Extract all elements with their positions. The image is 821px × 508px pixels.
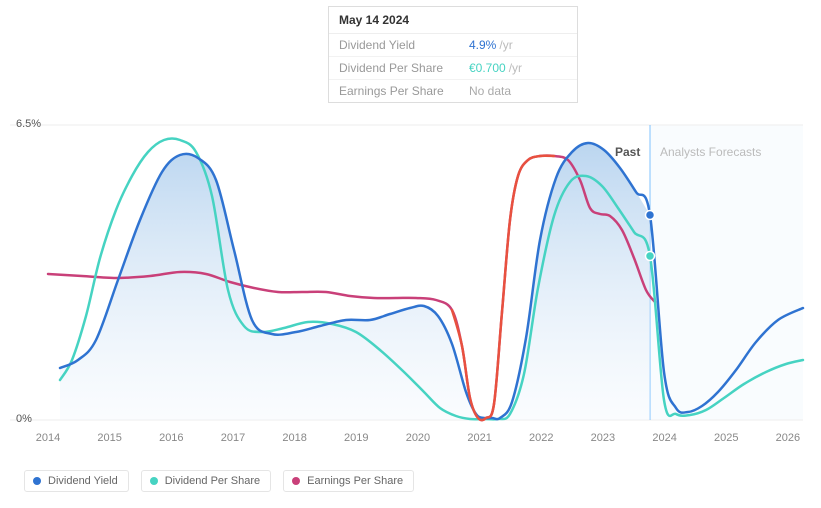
- chart-legend: Dividend Yield Dividend Per Share Earnings…: [24, 470, 414, 492]
- x-axis-tick: 2023: [591, 432, 615, 444]
- tooltip-metric-label: Dividend Per Share: [339, 61, 469, 75]
- x-axis-tick: 2020: [406, 432, 430, 444]
- tooltip-metric-value: No data: [469, 84, 511, 98]
- chart-tooltip: May 14 2024 Dividend Yield4.9%/yrDividen…: [328, 6, 578, 103]
- x-axis-tick: 2025: [714, 432, 738, 444]
- x-axis-tick: 2021: [467, 432, 491, 444]
- tooltip-row: Dividend Per Share€0.700/yr: [329, 57, 577, 80]
- x-axis-tick: 2026: [776, 432, 800, 444]
- legend-dot-icon: [292, 477, 300, 485]
- y-axis-tick: 0%: [16, 413, 32, 425]
- x-axis-tick: 2017: [221, 432, 245, 444]
- legend-label: Earnings Per Share: [307, 475, 403, 487]
- legend-item[interactable]: Earnings Per Share: [283, 470, 414, 492]
- legend-label: Dividend Yield: [48, 475, 118, 487]
- legend-item[interactable]: Dividend Yield: [24, 470, 129, 492]
- legend-dot-icon: [33, 477, 41, 485]
- tooltip-metric-value: 4.9%/yr: [469, 38, 513, 52]
- x-axis-tick: 2014: [36, 432, 60, 444]
- x-axis-tick: 2018: [282, 432, 306, 444]
- forecast-region-label: Analysts Forecasts: [660, 145, 761, 159]
- x-axis-tick: 2015: [97, 432, 121, 444]
- dividend-chart: May 14 2024 Dividend Yield4.9%/yrDividen…: [0, 0, 821, 508]
- x-axis-tick: 2016: [159, 432, 183, 444]
- legend-label: Dividend Per Share: [165, 475, 260, 487]
- legend-item[interactable]: Dividend Per Share: [141, 470, 271, 492]
- x-axis-tick: 2019: [344, 432, 368, 444]
- past-region-label: Past: [615, 145, 640, 159]
- tooltip-row: Dividend Yield4.9%/yr: [329, 34, 577, 57]
- tooltip-metric-value: €0.700/yr: [469, 61, 522, 75]
- tooltip-date: May 14 2024: [329, 7, 577, 34]
- tooltip-metric-label: Earnings Per Share: [339, 84, 469, 98]
- legend-dot-icon: [150, 477, 158, 485]
- y-axis-tick: 6.5%: [16, 118, 41, 130]
- tooltip-row: Earnings Per ShareNo data: [329, 80, 577, 102]
- x-axis-tick: 2024: [652, 432, 676, 444]
- x-axis-tick: 2022: [529, 432, 553, 444]
- tooltip-metric-label: Dividend Yield: [339, 38, 469, 52]
